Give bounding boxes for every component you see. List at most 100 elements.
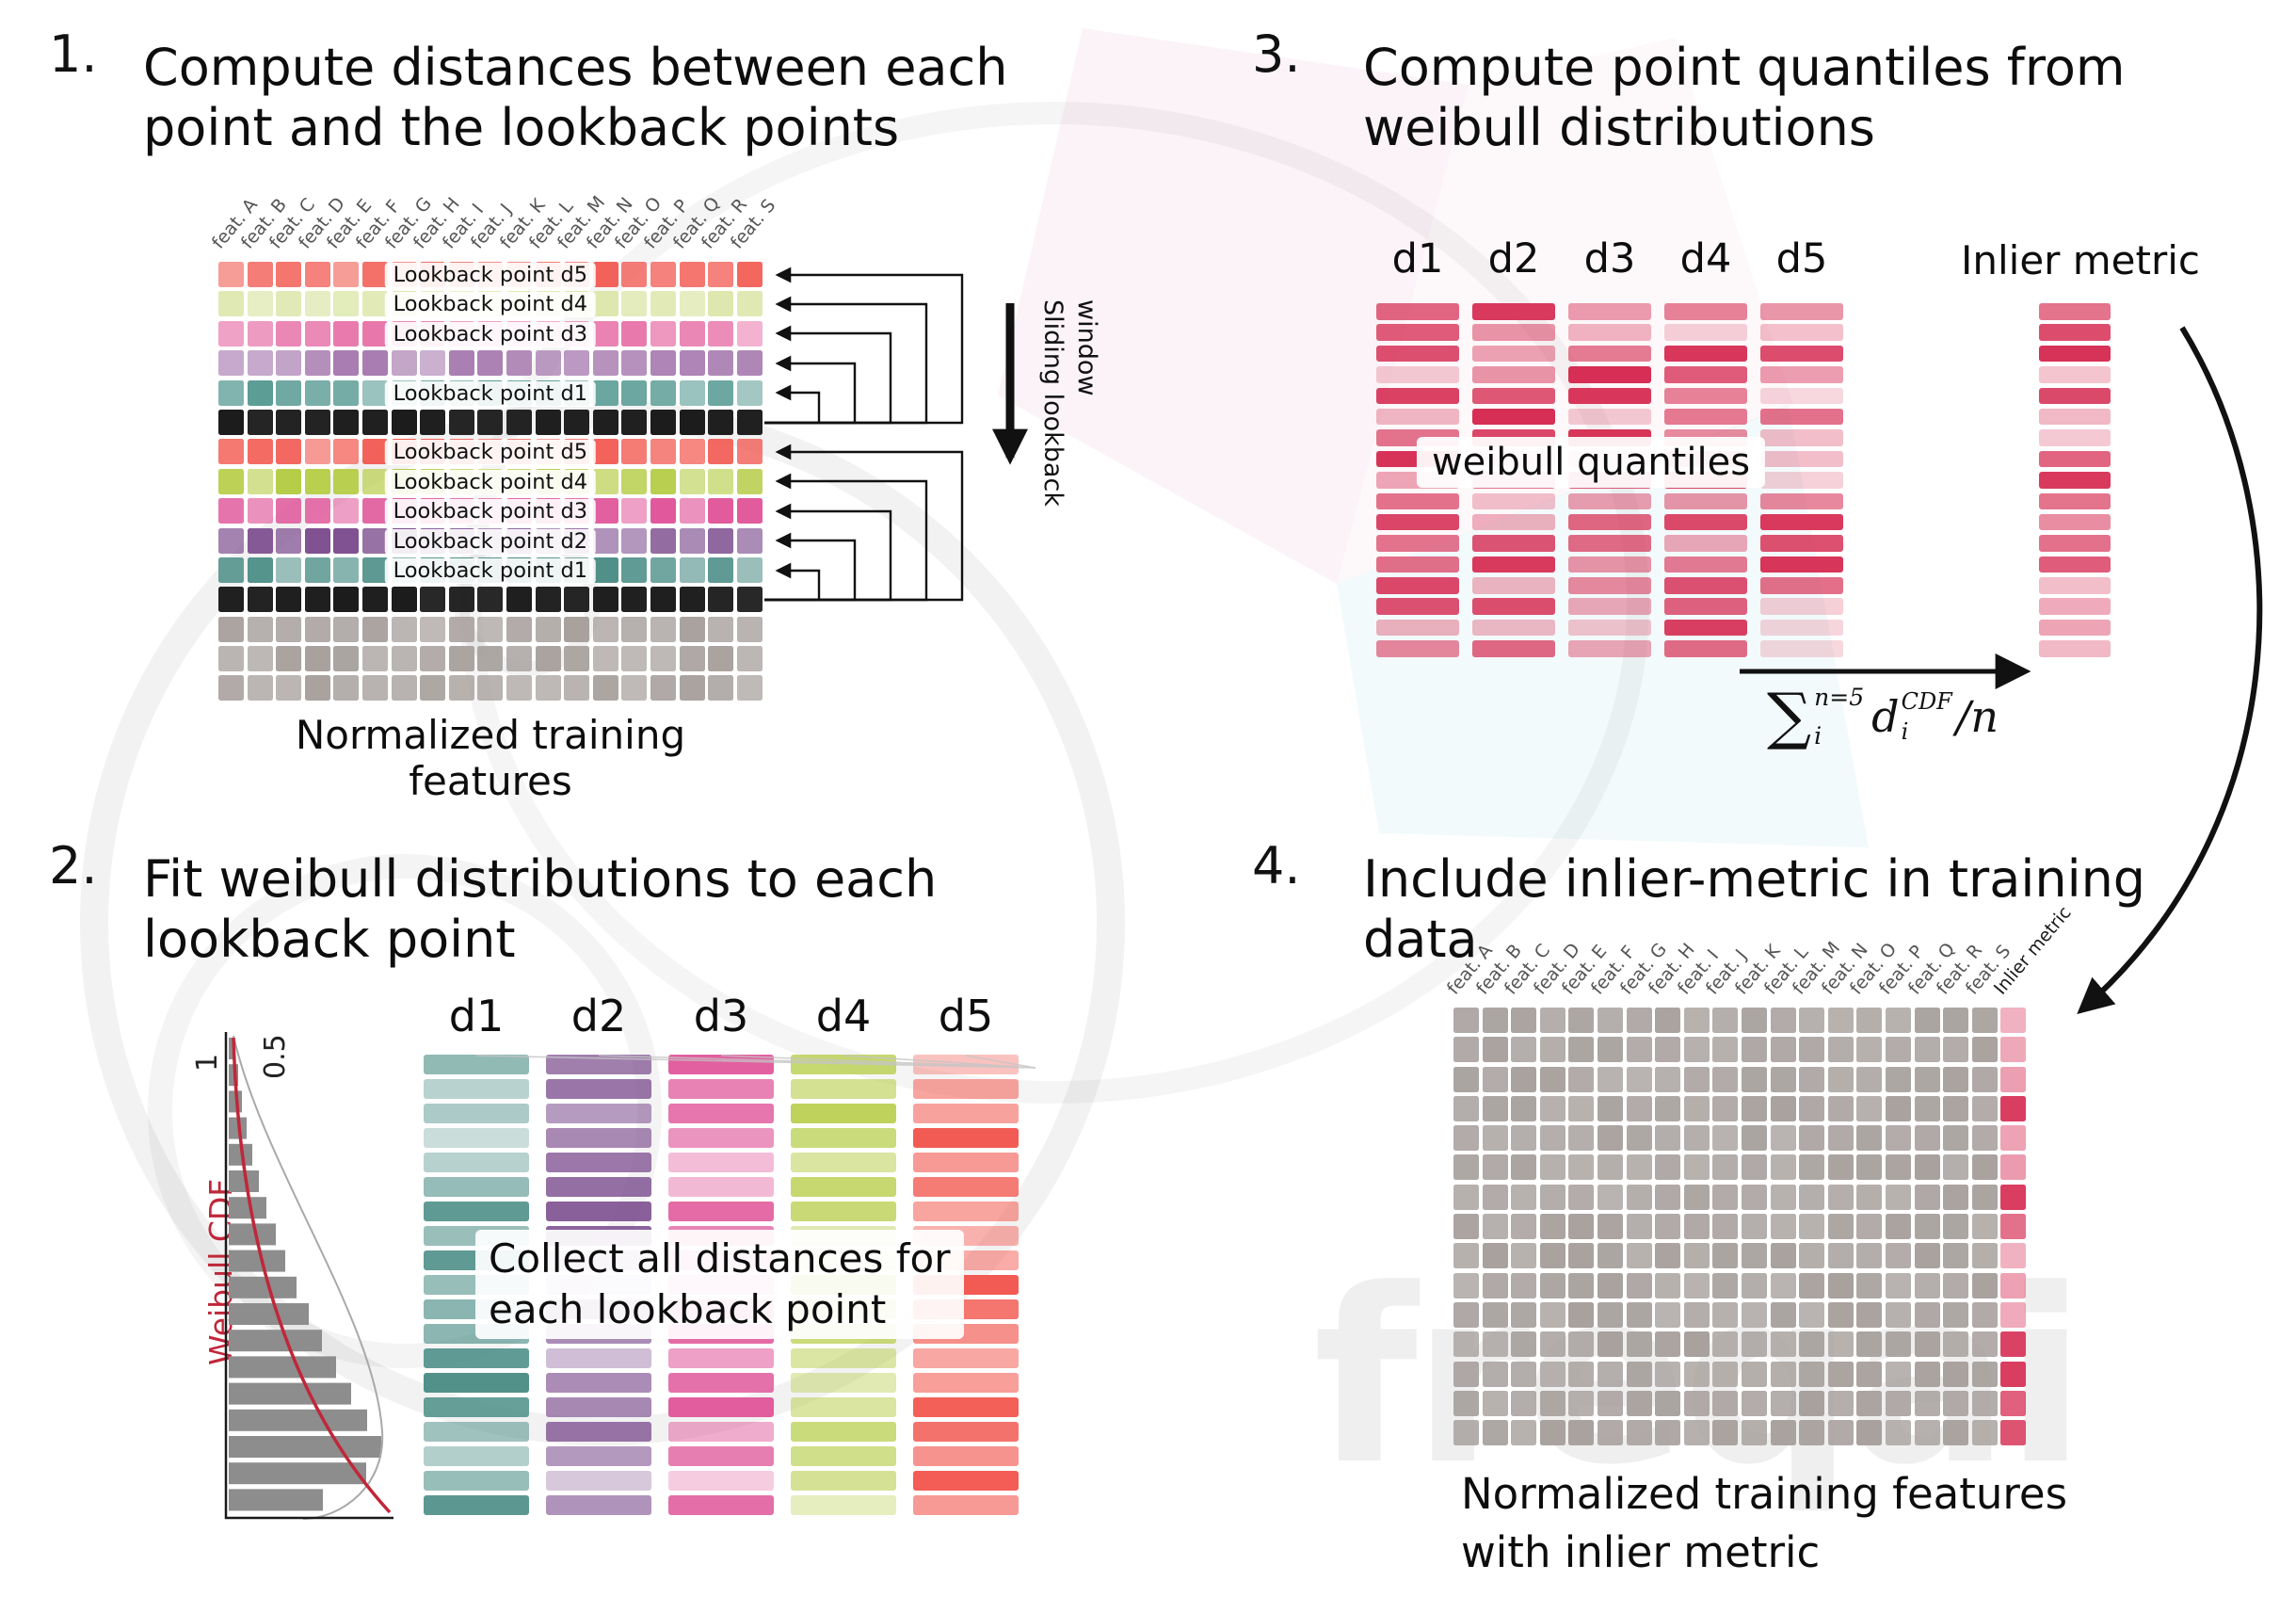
distance-bar <box>424 1422 529 1442</box>
feature-cell <box>420 646 446 672</box>
feature-cell <box>477 616 504 642</box>
feature-cell <box>1943 1184 1969 1210</box>
feature-cell <box>1626 1184 1652 1210</box>
quantile-bar <box>1568 640 1651 657</box>
distance-bar <box>913 1495 1019 1515</box>
feature-cell <box>1683 1420 1710 1446</box>
column-header-d2: d2 <box>570 991 627 1041</box>
quantile-column-d4 <box>1664 303 1747 662</box>
sum-subscript: i <box>1814 722 1822 750</box>
feature-cell <box>1597 1331 1623 1358</box>
feature-cell <box>1539 1214 1565 1240</box>
feature-cell <box>276 498 302 524</box>
feature-cell <box>736 557 763 583</box>
feature-cell <box>1943 1331 1969 1358</box>
step-2-number: 2. <box>49 836 98 895</box>
feature-cell <box>708 439 734 465</box>
distance-bar <box>791 1202 896 1221</box>
feature-cell <box>1482 1095 1508 1121</box>
inlier-cell <box>2000 1272 2027 1299</box>
feature-cell <box>1741 1095 1767 1121</box>
distance-bar <box>546 1495 651 1515</box>
feature-cell <box>1655 1243 1681 1269</box>
feature-cell <box>1655 1214 1681 1240</box>
feature-cell <box>679 527 705 554</box>
sum-symbol: ∑ <box>1767 680 1812 752</box>
feature-cell <box>1655 1184 1681 1210</box>
feature-cell <box>1482 1154 1508 1181</box>
quantile-bar <box>1472 303 1555 320</box>
feature-cell <box>1943 1243 1969 1269</box>
distance-bar <box>791 1471 896 1491</box>
feature-cell <box>1539 1184 1565 1210</box>
feature-cell <box>1885 1272 1911 1299</box>
feature-cell <box>361 320 388 347</box>
inlier-metric-bar <box>2039 408 2111 426</box>
feature-cell <box>1914 1272 1940 1299</box>
quantile-bar <box>1568 408 1651 426</box>
quantile-column-d3 <box>1568 303 1651 662</box>
feature-cell <box>1741 1272 1767 1299</box>
feature-cell <box>1453 1420 1479 1446</box>
feature-cell <box>420 409 446 435</box>
feature-cell <box>247 291 273 317</box>
feature-cell <box>506 616 532 642</box>
quantile-bar <box>1664 535 1747 552</box>
feature-cell <box>1943 1390 1969 1416</box>
histogram-bar <box>229 1489 323 1511</box>
feature-cell <box>1827 1184 1854 1210</box>
distance-bar <box>546 1348 651 1368</box>
feature-cell <box>1482 1390 1508 1416</box>
distance-bar <box>546 1177 651 1197</box>
feature-cell <box>1770 1272 1796 1299</box>
feature-cell <box>1626 1125 1652 1152</box>
distance-bar <box>546 1153 651 1172</box>
feature-cell <box>1741 1420 1767 1446</box>
sum-superscript: n=5 <box>1814 684 1865 711</box>
feature-cell <box>247 527 273 554</box>
weibull-plot-axis <box>224 1032 393 1520</box>
distance-bar <box>546 1202 651 1221</box>
inlier-cell <box>2000 1243 2027 1269</box>
feature-cell <box>1770 1331 1796 1358</box>
feature-cell <box>1683 1214 1710 1240</box>
inlier-metric-bar <box>2039 450 2111 468</box>
feature-cell <box>736 468 763 494</box>
histogram-bar <box>229 1436 381 1458</box>
feature-cell <box>1971 1125 1998 1152</box>
quantile-bar <box>1568 513 1651 531</box>
feature-cell <box>1770 1154 1796 1181</box>
feature-cell <box>708 557 734 583</box>
quantile-header-d5: d5 <box>1775 235 1828 282</box>
quantile-bar <box>1568 492 1651 510</box>
quantile-bar <box>1664 577 1747 594</box>
histogram-bar <box>229 1303 309 1325</box>
distance-bar <box>546 1446 651 1466</box>
lookback-row-label: Lookback point d5 <box>384 263 597 288</box>
feature-cell <box>361 557 388 583</box>
distance-bar <box>424 1153 529 1172</box>
distance-bar <box>668 1055 774 1074</box>
quantile-bar <box>1760 535 1843 552</box>
feature-cell <box>276 262 302 287</box>
feature-cell <box>736 616 763 642</box>
feature-cell <box>679 439 705 465</box>
feature-cell <box>218 646 244 672</box>
quantile-bar <box>1376 535 1459 552</box>
feature-cell <box>1568 1066 1595 1092</box>
feature-cell <box>1770 1184 1796 1210</box>
feature-cell <box>361 616 388 642</box>
training-features-grid: Lookback point d5 Lookback point d4 Lookba… <box>218 262 763 702</box>
feature-cell <box>304 616 330 642</box>
quantile-bar <box>1568 619 1651 637</box>
feature-cell <box>1770 1390 1796 1416</box>
feature-cell <box>1597 1301 1623 1328</box>
feature-cell <box>1539 1390 1565 1416</box>
feature-cell <box>333 291 360 317</box>
quantile-bar <box>1472 513 1555 531</box>
quantile-bar <box>1376 366 1459 383</box>
feature-cell <box>1683 1095 1710 1121</box>
feature-cell <box>1971 1272 1998 1299</box>
feature-cell <box>621 468 648 494</box>
column-header-d5: d5 <box>938 991 994 1041</box>
